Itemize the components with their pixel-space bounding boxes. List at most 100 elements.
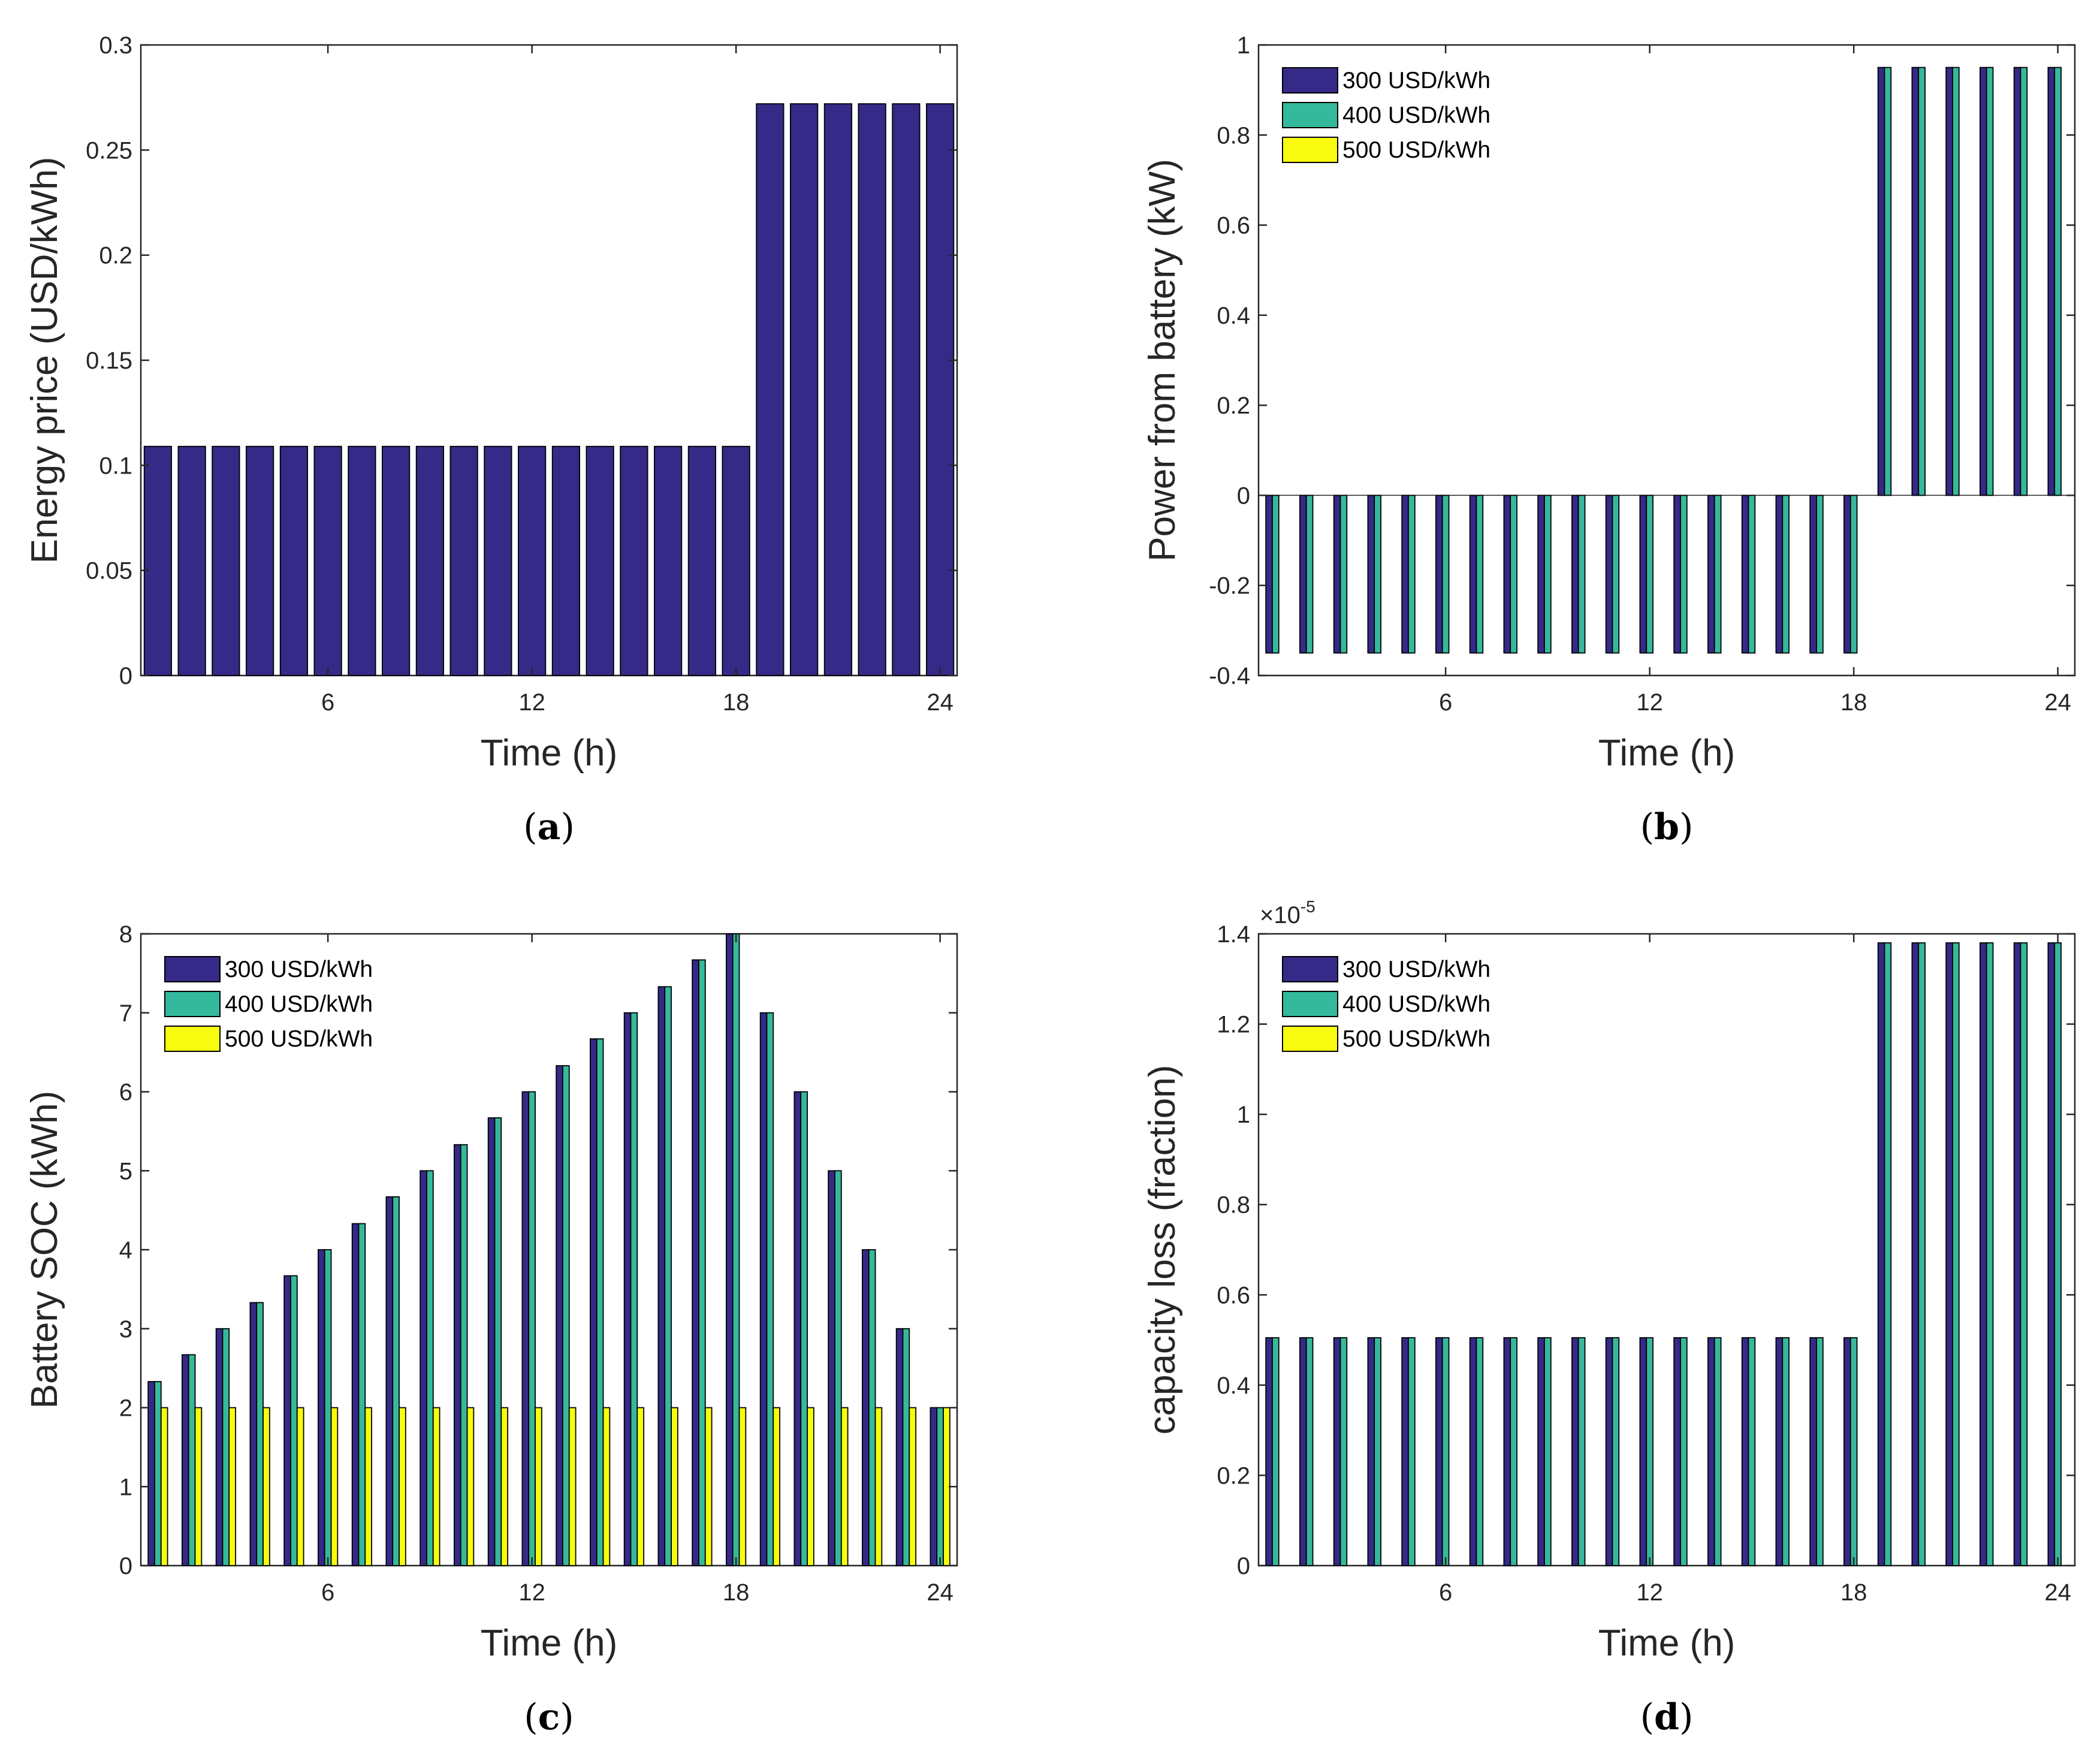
- bar-300-usd-kwh-t1: [1265, 1337, 1273, 1566]
- y-tick-label: 0.8: [1217, 122, 1250, 149]
- bar-500-usd-kwh-t17: [704, 1407, 713, 1566]
- bar-300-usd-kwh-t18: [1843, 494, 1851, 654]
- bar-300-usd-kwh-t18: [726, 933, 734, 1566]
- panel-caption: (b): [1640, 806, 1694, 848]
- bar-300-usd-kwh-t17: [1809, 1337, 1817, 1566]
- bar-300-usd-kwh-t22: [1980, 67, 1987, 496]
- bar-energy-price-t20: [790, 103, 819, 676]
- x-tick-label: 24: [927, 1579, 954, 1606]
- legend-swatch: [1282, 1026, 1338, 1052]
- bar-300-usd-kwh-t18: [1843, 1337, 1851, 1566]
- legend-entry: 400 USD/kWh: [1342, 102, 1490, 128]
- bar-400-usd-kwh-t3: [1339, 1337, 1348, 1566]
- bar-300-usd-kwh-t16: [1775, 494, 1784, 654]
- bar-400-usd-kwh-t9: [426, 1170, 434, 1566]
- bar-300-usd-kwh-t5: [1401, 494, 1409, 654]
- x-tick-label: 18: [1840, 689, 1867, 716]
- legend-entry: 300 USD/kWh: [225, 957, 373, 982]
- bar-300-usd-kwh-t23: [895, 1328, 904, 1566]
- bar-energy-price-t16: [654, 445, 683, 676]
- panel-caption: (d): [1640, 1696, 1694, 1738]
- bar-energy-price-t21: [823, 103, 852, 676]
- bar-300-usd-kwh-t19: [1877, 942, 1885, 1566]
- bar-400-usd-kwh-t15: [1748, 494, 1756, 654]
- bar-400-usd-kwh-t1: [154, 1381, 162, 1566]
- bar-500-usd-kwh-t22: [874, 1407, 883, 1566]
- bar-300-usd-kwh-t19: [1877, 67, 1885, 496]
- bar-400-usd-kwh-t11: [1612, 494, 1620, 654]
- bar-400-usd-kwh-t11: [494, 1117, 502, 1566]
- bar-300-usd-kwh-t9: [1537, 494, 1545, 654]
- y-tick-label: 8: [119, 921, 132, 948]
- caption-close: ): [1679, 806, 1693, 848]
- bar-300-usd-kwh-t11: [1605, 494, 1613, 654]
- x-tick-label: 18: [723, 689, 750, 716]
- bar-400-usd-kwh-t22: [1986, 942, 1994, 1566]
- bar-400-usd-kwh-t24: [936, 1407, 944, 1566]
- caption-open: (: [1640, 806, 1654, 848]
- bar-500-usd-kwh-t9: [432, 1407, 440, 1566]
- bar-300-usd-kwh-t7: [1469, 1337, 1477, 1566]
- bar-energy-price-t7: [348, 445, 376, 676]
- bar-energy-price-t6: [313, 445, 342, 676]
- x-tick-label: 12: [518, 1579, 545, 1606]
- bar-400-usd-kwh-t12: [1646, 494, 1654, 654]
- y-tick-label: 1.4: [1217, 921, 1250, 948]
- exponent-power: -5: [1301, 897, 1315, 916]
- bar-500-usd-kwh-t15: [636, 1407, 644, 1566]
- x-axis-label: Time (h): [1598, 732, 1735, 774]
- y-tick-label: 0.15: [86, 348, 132, 374]
- bar-300-usd-kwh-t11: [1605, 1337, 1613, 1566]
- bar-300-usd-kwh-t8: [385, 1196, 394, 1566]
- x-tick-label: 6: [321, 689, 334, 716]
- bar-400-usd-kwh-t8: [1510, 1337, 1517, 1566]
- bar-energy-price-t1: [143, 445, 172, 676]
- bar-400-usd-kwh-t1: [1272, 1337, 1280, 1566]
- bar-500-usd-kwh-t2: [194, 1407, 203, 1566]
- x-tick-label: 18: [723, 1579, 750, 1606]
- bar-400-usd-kwh-t9: [1544, 494, 1552, 654]
- bar-400-usd-kwh-t7: [1476, 494, 1484, 654]
- bar-400-usd-kwh-t5: [1408, 1337, 1416, 1566]
- bar-300-usd-kwh-t13: [1673, 1337, 1681, 1566]
- bar-300-usd-kwh-t14: [1707, 1337, 1715, 1566]
- bar-energy-price-t11: [484, 445, 512, 676]
- y-exponent-label: ×10-5: [1260, 897, 1315, 928]
- bar-400-usd-kwh-t15: [1748, 1337, 1756, 1566]
- y-axis-label: Power from battery (kW): [1142, 159, 1183, 562]
- bar-400-usd-kwh-t3: [222, 1328, 230, 1566]
- bar-400-usd-kwh-t20: [800, 1091, 808, 1566]
- bar-300-usd-kwh-t2: [1299, 494, 1307, 654]
- caption-letter: a: [538, 806, 561, 848]
- legend-entry: 400 USD/kWh: [1342, 991, 1490, 1017]
- legend-swatch: [1282, 67, 1338, 94]
- bar-300-usd-kwh-t20: [1911, 67, 1920, 496]
- bar-400-usd-kwh-t13: [1680, 1337, 1688, 1566]
- bar-400-usd-kwh-t8: [1510, 494, 1517, 654]
- bar-300-usd-kwh-t5: [283, 1275, 291, 1566]
- x-tick-label: 24: [2044, 1579, 2071, 1606]
- bar-500-usd-kwh-t11: [500, 1407, 508, 1566]
- bar-400-usd-kwh-t23: [902, 1328, 910, 1566]
- panel-b: -0.4 -0.2 0 0.2 0.4 0.6 0.8 1 6 12 18 24 Time (h) Pow…: [1142, 32, 2076, 848]
- y-tick-label: 0.2: [99, 243, 132, 269]
- bar-500-usd-kwh-t10: [466, 1407, 475, 1566]
- panel-a: 0 0.05 0.1 0.15 0.2 0.25 0.3 6 12 18 24 Time (h) Ene…: [24, 32, 958, 848]
- panel-caption: (a): [523, 806, 575, 848]
- bar-400-usd-kwh-t10: [1577, 494, 1586, 654]
- x-tick-label: 24: [2044, 689, 2071, 716]
- legend-swatch: [1282, 102, 1338, 128]
- bar-400-usd-kwh-t22: [1986, 67, 1994, 496]
- y-tick-label: 1: [1237, 32, 1250, 59]
- bar-300-usd-kwh-t15: [623, 1012, 632, 1566]
- bar-300-usd-kwh-t10: [1571, 1337, 1579, 1566]
- bar-300-usd-kwh-t15: [1741, 494, 1749, 654]
- bar-400-usd-kwh-t18: [1849, 494, 1858, 654]
- y-tick-label: -0.4: [1209, 663, 1250, 689]
- x-tick-label: 6: [1439, 1579, 1452, 1606]
- bar-300-usd-kwh-t3: [1333, 494, 1341, 654]
- bar-energy-price-t5: [279, 445, 308, 676]
- bar-400-usd-kwh-t14: [596, 1038, 604, 1566]
